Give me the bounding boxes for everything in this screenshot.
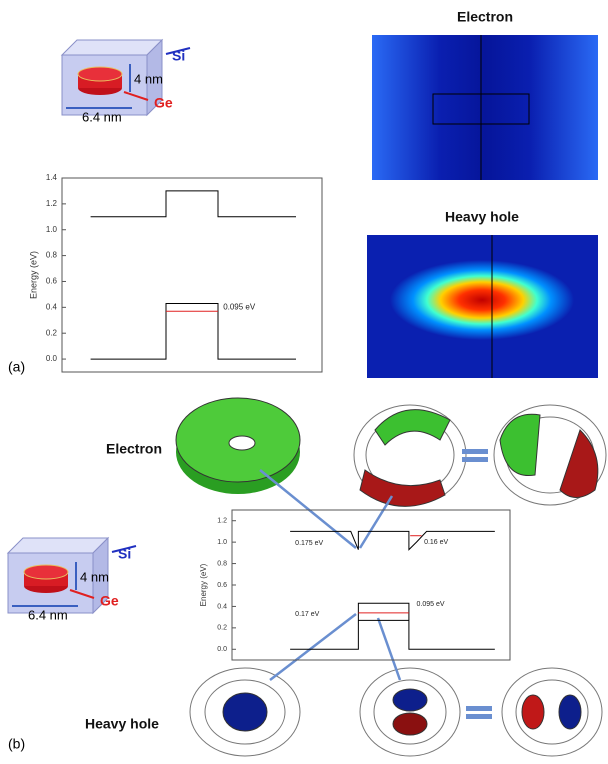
annotation: 0.16 eV	[424, 539, 448, 546]
electron-excited	[354, 405, 606, 506]
y-tick-label: 1.2	[46, 199, 58, 208]
label-width: 6.4 nm	[28, 607, 68, 622]
y-tick-label: 0.4	[217, 603, 227, 610]
hole-density	[390, 260, 574, 340]
y-tick-label: 0.2	[46, 328, 58, 337]
row-label: Heavy hole	[85, 716, 159, 732]
series-line	[91, 303, 296, 359]
label-ge: Ge	[154, 95, 173, 111]
y-tick-label: 0.6	[46, 277, 58, 286]
annotation: 0.175 eV	[295, 540, 323, 547]
hole-states	[190, 668, 602, 756]
y-tick-label: 1.0	[217, 539, 227, 546]
row-label: Electron	[106, 441, 162, 457]
figure: Si 4 nm Ge 6.4 nm Electron Heavy hole (a…	[0, 0, 608, 764]
label-height: 4 nm	[80, 569, 109, 584]
label-si: Si	[172, 48, 185, 64]
y-tick-label: 1.4	[46, 173, 58, 182]
panel-label: (b)	[8, 736, 25, 752]
electron-ground	[176, 398, 300, 494]
y-tick-label: 0.0	[46, 354, 58, 363]
electron-map	[372, 35, 598, 180]
y-tick-label: 0.6	[217, 582, 227, 589]
annotation: 0.095 eV	[416, 601, 444, 608]
page: Si 4 nm Ge 6.4 nm Electron Heavy hole (a…	[0, 0, 608, 764]
panel-label: (a)	[8, 359, 25, 375]
y-tick-label: 0.2	[217, 625, 227, 632]
annotation: 0.095 eV	[223, 302, 256, 311]
label-ge: Ge	[100, 593, 119, 609]
map-title: Electron	[457, 9, 513, 25]
y-tick-label: 1.2	[217, 518, 227, 525]
label-si: Si	[118, 546, 131, 562]
plot-frame	[62, 178, 322, 372]
series-line	[91, 191, 296, 217]
y-tick-label: 0.4	[46, 302, 58, 311]
label-width: 6.4 nm	[82, 109, 122, 124]
y-axis-label: Energy (eV)	[199, 563, 208, 606]
y-tick-label: 1.0	[46, 225, 58, 234]
y-tick-label: 0.8	[217, 560, 227, 567]
y-tick-label: 0.0	[217, 646, 227, 653]
map-title: Heavy hole	[445, 209, 519, 225]
annotation: 0.17 eV	[295, 611, 319, 618]
y-axis-label: Energy (eV)	[28, 251, 38, 299]
y-tick-label: 0.8	[46, 251, 58, 260]
label-height: 4 nm	[134, 71, 163, 86]
